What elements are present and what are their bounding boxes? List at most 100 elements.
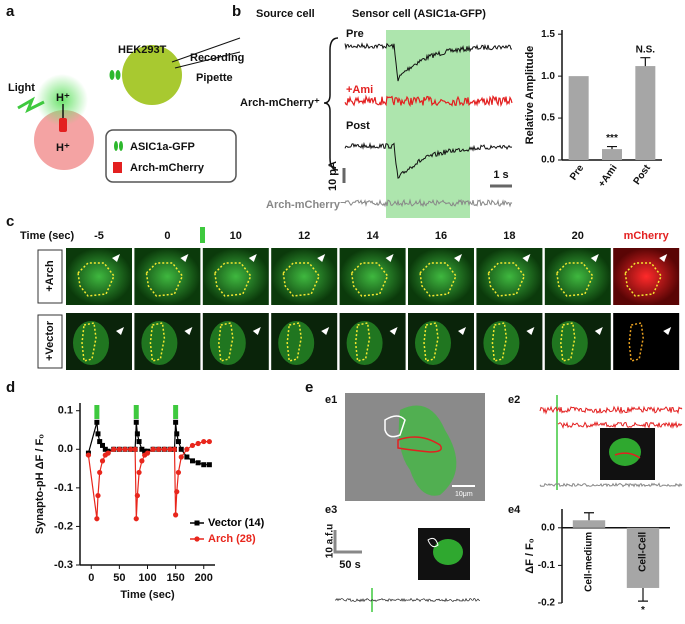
legend-box [105,129,237,183]
marker [136,439,142,445]
row-label-box [37,314,63,369]
legend-icon [113,162,122,173]
source-cell [34,110,94,170]
legend-icon [114,141,118,151]
arch-pump [59,118,67,132]
marker [85,452,92,458]
marker [102,446,108,452]
subpanel-label: e1 [325,394,337,406]
marker [94,419,100,425]
legend-label: Vector (14) [208,517,265,529]
marker [189,442,196,449]
time-tick: 20 [572,230,584,242]
marker [139,446,145,452]
image-tile [66,248,132,305]
y-tick-label: -0.3 [54,559,73,571]
cell-outline [282,262,321,297]
marker [174,431,180,437]
marker [94,516,100,522]
marker [136,469,142,476]
heading: Source cell [256,8,315,20]
arrowhead [663,327,672,335]
x-tick-label: 50 [113,572,125,584]
cell-outline [560,322,576,362]
time-tick: 10 [230,230,242,242]
arrowhead [594,327,603,335]
cell-glow [551,321,588,365]
x-tick-label: Cell-medium [584,532,595,592]
bar [572,520,606,528]
cell-outline [81,322,97,362]
time-tick: 0 [164,230,170,242]
light-marker [200,227,205,243]
time-tick: 18 [503,230,515,242]
arrowhead [321,327,330,335]
image-tile [613,248,680,305]
arrowhead [317,254,326,262]
cell-outline [286,322,302,362]
marker [105,450,111,456]
marker [128,446,134,452]
marker [116,446,122,452]
y-tick-label: 0.5 [541,113,555,124]
marker [144,450,151,456]
marker [190,458,195,464]
x-tick-label: Cell-Cell [638,532,649,572]
cell-glow [209,321,246,365]
cell-outline [218,322,234,362]
cell-glow [141,321,178,365]
cell-outline [145,262,184,297]
arrowhead [389,327,398,335]
arrowhead [526,327,535,335]
trace [344,198,513,208]
subpanel-label: e3 [325,504,337,516]
marker [184,454,190,460]
image-tile [339,248,406,305]
marker [156,446,162,452]
significance: N.S. [636,44,656,55]
recording-label: Recording [190,52,244,64]
row-label: +Vector [44,320,56,361]
cell-outline [350,262,389,297]
pipette [174,51,241,69]
y-tick-label: 0.0 [541,155,555,166]
trace [539,405,683,415]
light-label: Light [8,82,35,94]
marker [100,442,105,448]
error-bar [607,145,617,150]
y-tick-label: -0.1 [54,482,73,494]
marker [99,458,106,464]
cell-outline [556,262,594,297]
arrowhead [252,327,261,335]
cell-outline [423,322,439,362]
scale-label: 50 s [339,559,360,571]
asic-channel [115,70,121,80]
trace [334,597,481,603]
time-tick: 16 [435,230,447,242]
y-tick-label: 1.5 [541,29,555,40]
marker [201,438,207,445]
arrowhead [180,254,189,262]
trace [557,420,683,429]
pipette [171,37,241,63]
e2-inset-cell [609,438,641,466]
trace [344,141,513,179]
group-label: Arch-mCherry⁻ [266,199,346,211]
marker [173,512,179,518]
marker [97,469,103,476]
arrowhead [112,254,120,262]
marker [175,439,181,445]
arrowhead [116,327,124,335]
bar [635,66,656,160]
scale-label: 10 a.f.u [325,524,336,558]
cell-outline [419,262,457,297]
marker [95,431,101,437]
group-label: Arch-mCherry⁺ [240,97,320,109]
e2-roi [614,452,641,459]
marker [173,419,179,425]
traces [344,42,513,208]
x-tick-label: Pre [568,163,587,183]
image-tile [408,248,474,305]
marker [122,446,128,452]
